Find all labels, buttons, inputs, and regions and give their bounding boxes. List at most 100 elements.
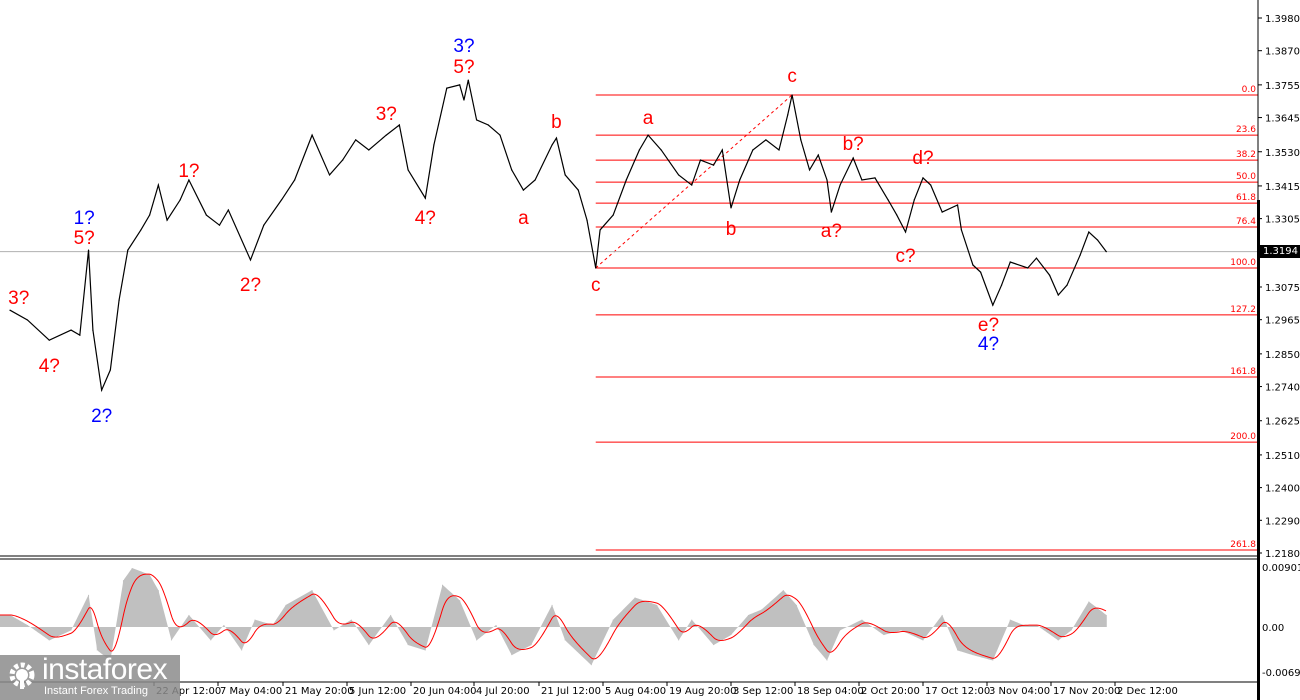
- price-point: [48, 339, 50, 341]
- price-point: [109, 369, 111, 371]
- price-point: [960, 229, 963, 231]
- price-point: [739, 179, 741, 181]
- price-tick-label: 1.3530: [1265, 148, 1300, 159]
- time-tick-label: 3 Sep 12:00: [733, 686, 793, 697]
- oscillator-tick-label: 0.00: [1262, 623, 1284, 634]
- price-point: [459, 84, 461, 86]
- price-point: [227, 209, 229, 211]
- price-point: [179, 199, 181, 201]
- price-point: [555, 137, 558, 139]
- price-point: [678, 174, 680, 176]
- price-point: [70, 329, 72, 331]
- wave-label: c: [591, 275, 601, 296]
- price-point: [817, 154, 819, 156]
- price-point: [800, 139, 802, 141]
- price-point: [1066, 284, 1068, 286]
- price-tick-label: 1.3755: [1265, 81, 1300, 92]
- wave-label: 3?: [376, 104, 397, 125]
- time-tick-label: 5 Aug 04:00: [605, 686, 666, 697]
- price-tick-label: 1.3870: [1265, 47, 1300, 58]
- price-point: [1000, 284, 1003, 286]
- wave-label: 2?: [91, 406, 112, 427]
- time-tick-label: 7 May 04:00: [220, 686, 282, 697]
- wave-label: 4?: [415, 208, 436, 229]
- price-tick-label: 1.2965: [1265, 316, 1300, 327]
- price-point: [476, 119, 478, 121]
- fib-level-label: 38.2: [1236, 150, 1256, 160]
- price-point: [839, 184, 841, 186]
- price-point: [1088, 231, 1090, 233]
- price-point: [972, 264, 974, 266]
- price-point: [205, 214, 207, 216]
- price-range-bar: [1257, 200, 1260, 700]
- price-point: [424, 197, 426, 199]
- price-point: [433, 144, 435, 146]
- price-tick-label: 1.2290: [1265, 516, 1300, 527]
- price-point: [874, 177, 876, 179]
- oscillator-tick-label: 0.00901: [1262, 563, 1300, 574]
- price-point: [407, 169, 409, 171]
- price-point: [398, 124, 400, 126]
- time-tick-label: 18 Sep 04:00: [797, 686, 864, 697]
- price-point: [787, 114, 789, 116]
- fib-level-label: 23.6: [1236, 125, 1256, 135]
- price-point: [26, 319, 29, 321]
- price-tick-label: 1.2400: [1265, 484, 1300, 495]
- time-tick-label: 17 Nov 20:00: [1053, 686, 1120, 697]
- price-point: [101, 389, 103, 391]
- wave-label: b: [726, 219, 737, 240]
- time-tick-label: 22 Apr 12:00: [156, 686, 221, 697]
- wave-label: 1?: [74, 208, 95, 229]
- time-tick-label: 20 Jun 04:00: [413, 686, 477, 697]
- price-point: [342, 159, 344, 161]
- wave-label: d?: [912, 148, 933, 169]
- fib-trendline[interactable]: [595, 94, 793, 269]
- wave-label: 4?: [978, 334, 999, 355]
- fib-level-label: 50.0: [1236, 172, 1256, 182]
- instaforex-logo: instaforex Instant Forex Trading: [0, 653, 180, 700]
- wave-label: a: [643, 108, 654, 129]
- price-point: [913, 199, 915, 201]
- price-point: [1096, 239, 1099, 241]
- price-point: [1048, 274, 1051, 276]
- price-point: [808, 169, 811, 171]
- price-point: [778, 149, 780, 151]
- time-tick-label: 4 Jul 20:00: [476, 686, 530, 697]
- price-point: [922, 177, 924, 179]
- price-point: [92, 329, 94, 331]
- price-point: [551, 144, 553, 146]
- price-tick-label: 1.3645: [1265, 114, 1300, 125]
- time-tick-label: 21 May 20:00: [285, 686, 354, 697]
- price-point: [9, 309, 11, 311]
- price-point: [830, 211, 832, 213]
- price-point: [499, 134, 501, 136]
- price-point: [752, 149, 754, 151]
- price-tick-label: 1.2180: [1265, 549, 1300, 560]
- price-point: [1035, 257, 1038, 259]
- price-point: [599, 229, 601, 231]
- price-point: [280, 199, 283, 201]
- price-point: [188, 179, 190, 181]
- price-point: [930, 184, 932, 186]
- price-point: [1057, 294, 1059, 296]
- price-tick-label: 1.3980: [1265, 14, 1300, 25]
- time-tick-label: 17 Oct 12:00: [925, 686, 990, 697]
- fib-level-label: 76.4: [1236, 217, 1256, 227]
- price-point: [904, 231, 907, 233]
- price-point: [1009, 261, 1011, 263]
- wave-label: 2?: [240, 275, 261, 296]
- wave-label: 5?: [453, 57, 474, 78]
- price-point: [522, 189, 525, 191]
- price-point: [328, 174, 331, 176]
- wave-label: b?: [843, 134, 864, 155]
- logo-tagline: Instant Forex Trading: [44, 685, 148, 697]
- price-point: [980, 271, 982, 273]
- price-tick-label: 1.2740: [1265, 383, 1300, 394]
- price-point: [166, 219, 168, 221]
- time-tick-label: 19 Aug 20:00: [669, 686, 736, 697]
- time-tick-label: 5 Jun 12:00: [349, 686, 406, 697]
- oscillator-signal-line: [0, 573, 1107, 660]
- time-tick-label: 21 Jul 12:00: [541, 686, 601, 697]
- price-point: [140, 229, 142, 231]
